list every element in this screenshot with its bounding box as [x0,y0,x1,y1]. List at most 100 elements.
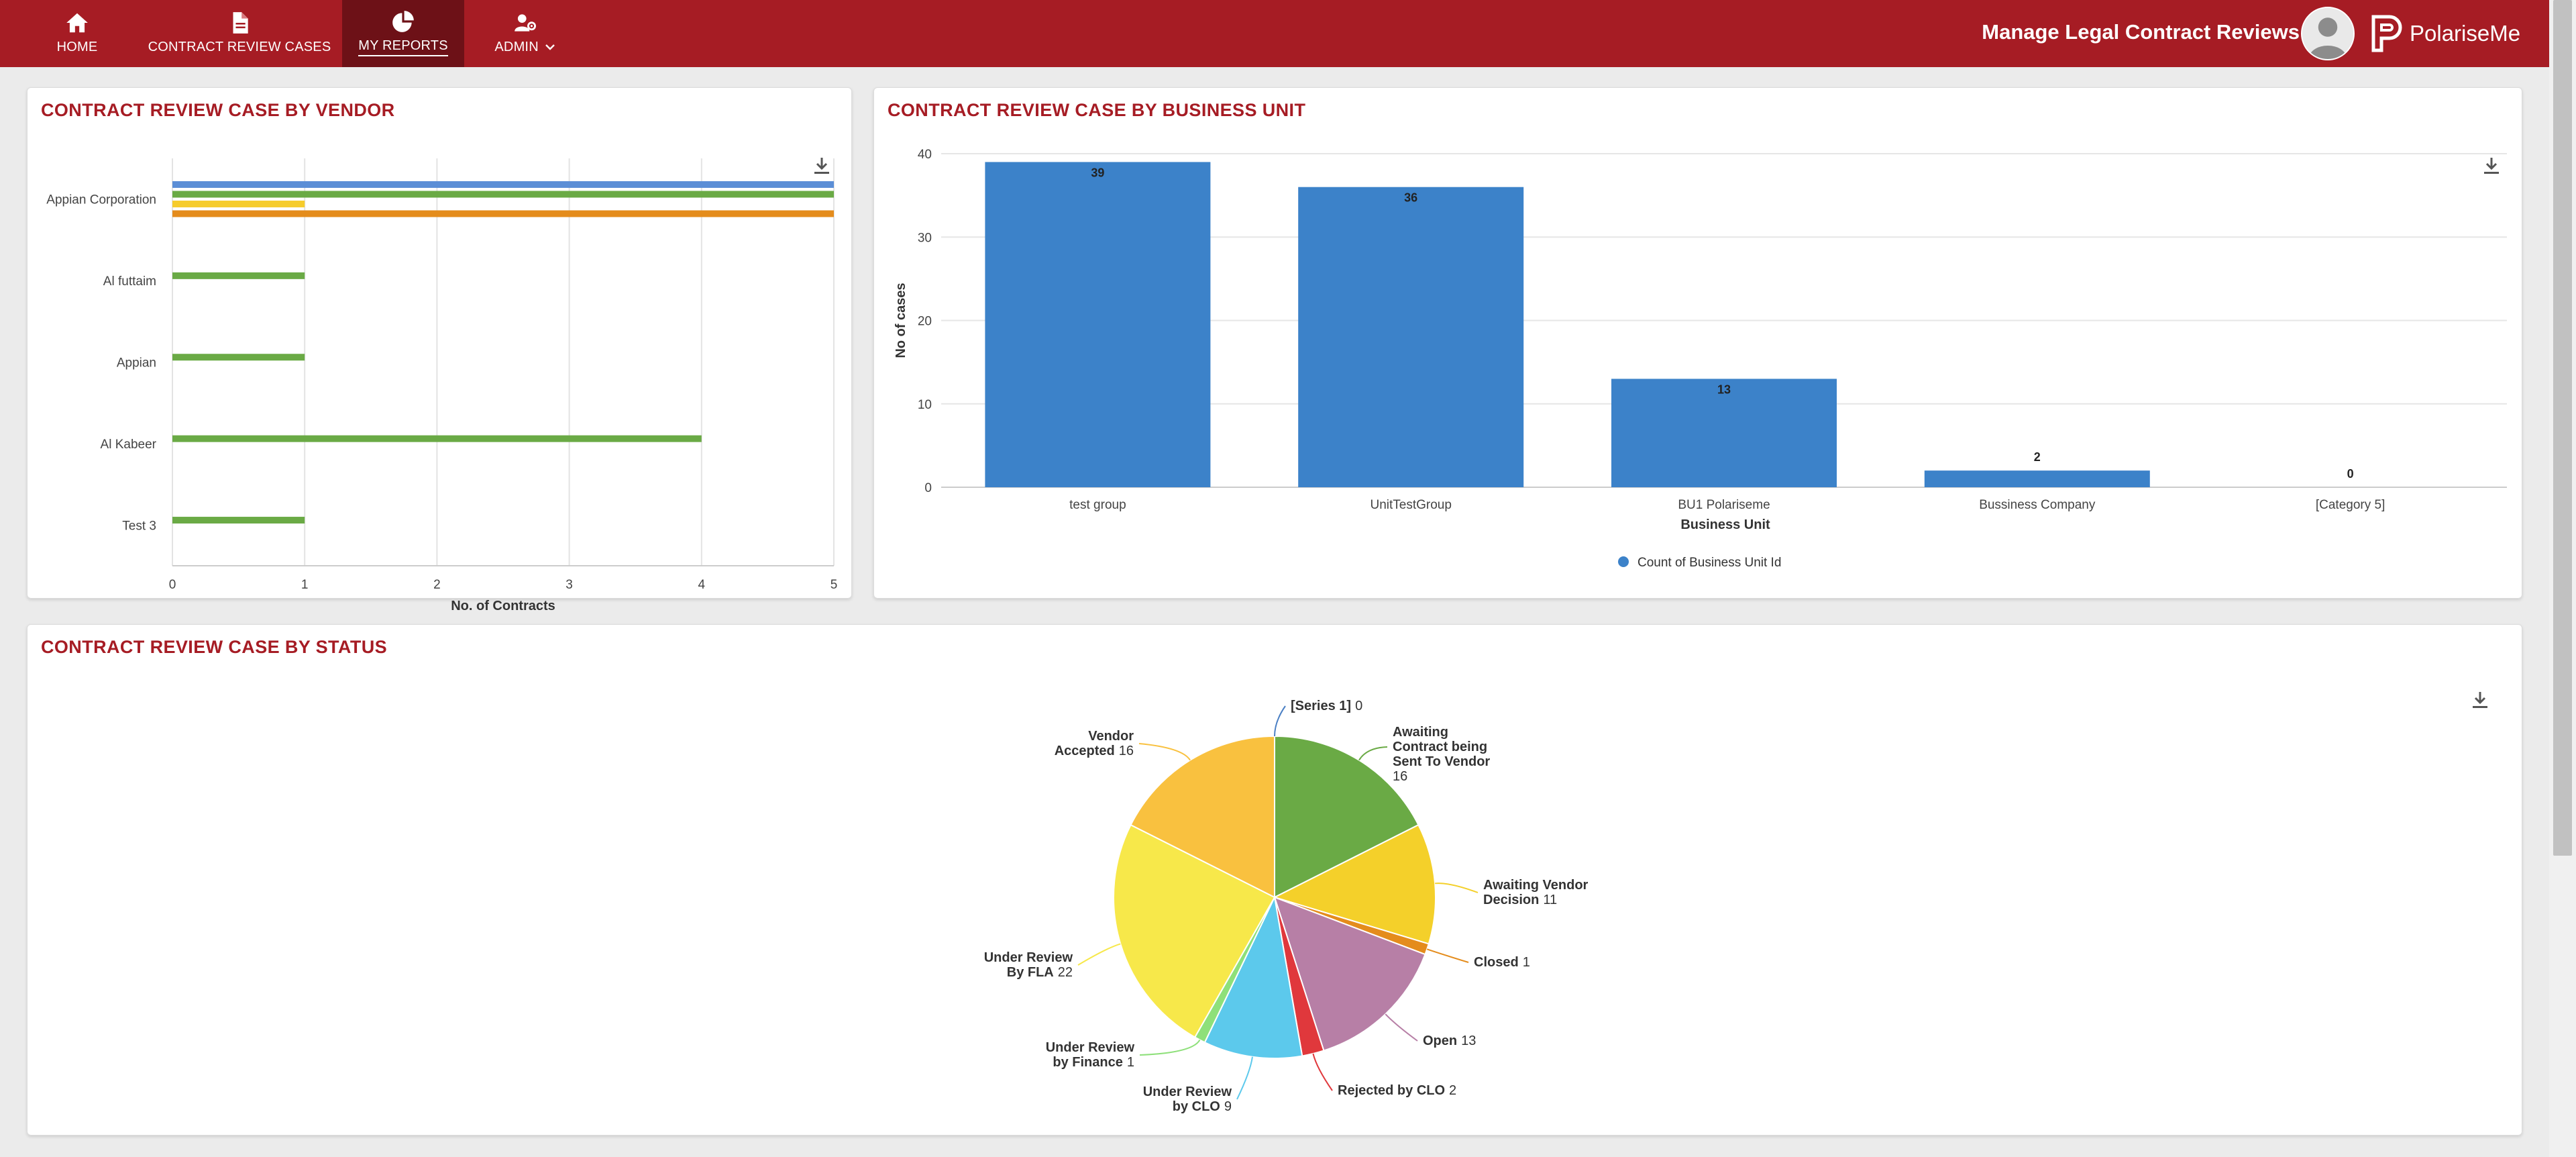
vendor-card-title: CONTRACT REVIEW CASE BY VENDOR [41,100,395,120]
legend-label: Count of Business Unit Id [1638,556,1781,570]
pie-label-line: Under Review [1143,1085,1232,1099]
pie-slice [1203,895,1303,1059]
leader-line [1077,943,1121,966]
pie-label-line: Rejected by CLO [1338,1083,1445,1098]
y-tick-label: 20 [918,315,932,329]
x-category-label: test group [1069,498,1126,512]
leader-line [1385,1013,1418,1042]
pie-label-line: by CLO [1173,1099,1220,1114]
x-category-label: UnitTestGroup [1370,498,1451,512]
pie-label-value: 16 [1393,769,1407,784]
nav-my-reports[interactable]: MY REPORTS [342,0,464,67]
home-icon [66,13,88,32]
nav-admin-label: ADMIN [494,39,539,54]
vendor-chart-card: CONTRACT REVIEW CASE BY VENDOR 0 1 2 3 4 5 No.… [27,87,852,652]
pie-label-line: Under Review [1046,1040,1135,1055]
x-tick-label: 3 [566,578,573,592]
leader-line [1426,948,1469,963]
nav-admin-menu[interactable]: ADMIN [482,0,569,67]
pie-label: Vendor Accepted 16 [1055,729,1134,758]
pie-label-value: 22 [1058,965,1073,980]
pie-label: Awaiting Contract being Sent To Vendor 16 [1393,725,1490,784]
pie-label: Under Review by Finance 1 [1046,1040,1135,1070]
data-label: 13 [1717,383,1731,396]
bar [1298,187,1524,487]
pie-label-line: Awaiting Vendor [1483,878,1589,893]
leader-line [1435,883,1479,893]
polariseme-logo: PolariseMe [2369,12,2520,55]
pie-label-line: Accepted [1055,744,1115,758]
leader-line [1139,1039,1201,1056]
download-icon[interactable] [2469,689,2491,711]
bar [1611,379,1837,487]
nav-contract-review-cases-label: CONTRACT REVIEW CASES [148,39,331,54]
pie-label-line: Awaiting [1393,725,1448,740]
pie-label-line: Closed [1474,955,1519,970]
bar [172,435,702,442]
pie-label: Under Review by CLO 9 [1143,1085,1232,1114]
user-avatar-icon [2302,8,2353,59]
x-tick-label: 0 [169,578,176,592]
x-category-label: [Category 5] [2316,498,2385,512]
x-category-label: Bussiness Company [1979,498,2096,512]
avatar[interactable] [2301,7,2355,60]
pie-slice [1274,735,1419,899]
chevron-down-icon [545,44,555,50]
data-label: 2 [2034,450,2041,464]
polariseme-logo-icon [2371,15,2402,52]
y-category-label: Appian [117,356,156,370]
y-tick-label: 30 [918,231,932,245]
pie-label-line: Under Review [984,950,1073,965]
nav-admin-label-wrap: ADMIN [494,40,555,55]
pie-label: Open 13 [1423,1034,1476,1048]
pie-label: Under Review By FLA 22 [984,950,1073,980]
pie-label-line: [Series 1] [1291,699,1351,713]
bar [1924,470,2150,487]
x-tick-label: 4 [698,578,706,592]
y-axis-title: No of cases [894,283,908,358]
user-settings-icon [515,13,536,32]
pie-label-value: 1 [1523,955,1530,970]
pie-label-value: 1 [1127,1055,1134,1070]
y-category-label: Appian Corporation [46,193,156,207]
top-navigation-bar: HOME CONTRACT REVIEW CASES MY REPORTS AD… [0,0,2576,67]
bar [172,354,305,361]
data-label: 39 [1091,166,1104,179]
nav-home-label: HOME [56,39,98,54]
pie-label-line: Open [1423,1034,1457,1048]
scrollbar-thumb[interactable] [2553,0,2572,856]
pie-label-value: 2 [1449,1083,1456,1098]
business-unit-chart-card: CONTRACT REVIEW CASE BY BUSINESS UNIT 0 1… [873,87,2522,599]
y-category-label: Al Kabeer [101,438,157,452]
download-icon[interactable] [2481,155,2502,177]
document-icon [233,11,248,34]
pie-label: Closed 1 [1474,955,1530,970]
pie-label-value: 13 [1461,1034,1476,1048]
pie-label-line: Contract being [1393,740,1487,754]
data-label: 0 [2347,467,2354,481]
pie-label-line: by Finance [1053,1055,1122,1070]
pie-slice [1113,823,1276,1038]
pie-label-value: 16 [1119,744,1134,758]
business-unit-card-title: CONTRACT REVIEW CASE BY BUSINESS UNIT [888,100,1306,120]
pie-label-value: 9 [1224,1099,1232,1114]
y-tick-label: 10 [918,398,932,412]
leader-line [1358,746,1388,761]
app-title-dropdown[interactable]: Manage Legal Contract Reviews [1982,20,2300,44]
pie-label-line: By FLA [1007,965,1054,980]
x-axis-title: Business Unit [1680,517,1770,532]
status-pie-chart: [Series 1] 0 Awaiting Contract being Sent To… [984,699,1589,1114]
x-category-label: BU1 Polariseme [1678,498,1770,512]
y-tick-label: 0 [924,481,932,495]
bar [172,191,834,198]
nav-home[interactable]: HOME [40,0,114,67]
x-tick-label: 5 [830,578,838,592]
bar [172,181,834,188]
pie-label-line: Sent To Vendor [1393,754,1490,769]
nav-contract-review-cases[interactable]: CONTRACT REVIEW CASES [148,0,331,67]
pie-slice [1273,823,1436,945]
download-icon[interactable] [811,155,833,177]
vendor-bar-chart: 0 1 2 3 4 5 No. of Contracts Appian Corporation… [46,158,838,652]
x-tick-label: 1 [301,578,309,592]
data-label: 36 [1404,191,1417,205]
